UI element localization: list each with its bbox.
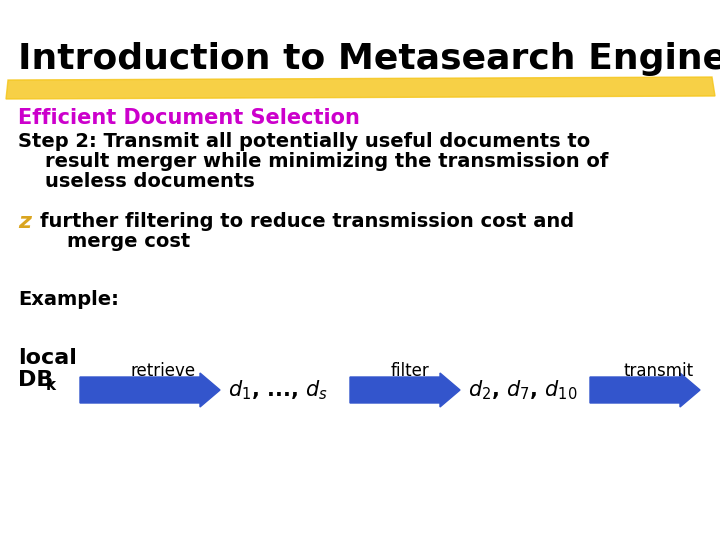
FancyArrow shape <box>590 373 700 407</box>
Text: further filtering to reduce transmission cost and: further filtering to reduce transmission… <box>40 212 574 231</box>
Text: useless documents: useless documents <box>18 172 255 191</box>
Text: local: local <box>18 348 77 368</box>
Text: transmit: transmit <box>623 362 693 380</box>
FancyArrow shape <box>350 373 460 407</box>
Text: filter: filter <box>391 362 430 380</box>
Text: Efficient Document Selection: Efficient Document Selection <box>18 108 360 128</box>
Text: Introduction to Metasearch Engine (5): Introduction to Metasearch Engine (5) <box>18 42 720 76</box>
Text: DB: DB <box>18 370 53 390</box>
FancyArrow shape <box>80 373 220 407</box>
Text: result merger while minimizing the transmission of: result merger while minimizing the trans… <box>18 152 608 171</box>
Text: Step 2: Transmit all potentially useful documents to: Step 2: Transmit all potentially useful … <box>18 132 590 151</box>
Text: retrieve: retrieve <box>130 362 195 380</box>
Text: merge cost: merge cost <box>40 232 190 251</box>
Text: z: z <box>18 212 31 232</box>
Text: k: k <box>46 378 56 393</box>
Text: Example:: Example: <box>18 290 119 309</box>
Polygon shape <box>6 77 715 99</box>
Text: $d_2$, $d_7$, $d_{10}$: $d_2$, $d_7$, $d_{10}$ <box>468 378 577 402</box>
Text: $d_1$, ..., $d_s$: $d_1$, ..., $d_s$ <box>228 378 328 402</box>
